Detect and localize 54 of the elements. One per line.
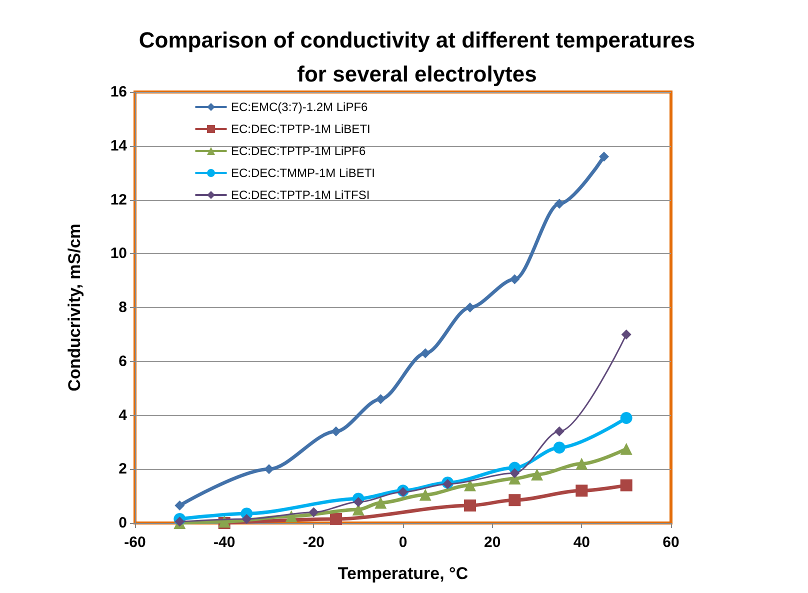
point <box>553 442 566 454</box>
x-tick-label: 0 <box>398 534 408 551</box>
point <box>419 488 432 501</box>
point <box>374 496 387 509</box>
point <box>510 274 520 284</box>
point <box>620 442 632 455</box>
x-tick-label: 20 <box>484 534 501 551</box>
x-tick-label: 40 <box>573 534 590 551</box>
point <box>264 464 274 474</box>
point <box>554 426 564 436</box>
y-tick-label: 8 <box>118 299 127 316</box>
legend-label: EC:DEC:TMMP-1M LiBETI <box>231 166 376 180</box>
point <box>174 500 185 510</box>
point <box>554 198 564 209</box>
x-tick-label: 60 <box>662 534 680 551</box>
y-tick-label: 12 <box>110 191 127 208</box>
y-axis-title: Conducrivity, mS/cm <box>65 224 84 392</box>
point <box>331 426 341 436</box>
point <box>510 468 520 478</box>
x-tick-label: -60 <box>124 534 146 551</box>
point <box>464 479 476 492</box>
point <box>308 507 319 518</box>
point <box>621 329 632 340</box>
y-tick-label: 14 <box>110 137 128 154</box>
legend-label: EC:DEC:TPTP-1M LiBETI <box>231 122 370 136</box>
point <box>330 512 342 525</box>
point <box>285 510 298 522</box>
point <box>376 394 386 404</box>
y-tick-label: 2 <box>118 460 127 478</box>
point <box>420 348 430 358</box>
legend-label: EC:EMC(3:7)-1.2M LiPF6 <box>231 100 368 114</box>
point <box>620 412 632 424</box>
point <box>242 514 252 524</box>
point <box>576 484 588 497</box>
point <box>508 494 521 506</box>
point <box>398 487 408 498</box>
chart-title: Comparison of conductivity at different temperatures for several electrolytes <box>138 28 696 86</box>
x-tick-label: -20 <box>302 534 325 551</box>
point <box>353 496 364 507</box>
legend-label: EC:DEC:TPTP-1M LiPF6 <box>231 144 366 158</box>
y-tick-label: 10 <box>110 245 127 262</box>
y-tick-label: 16 <box>110 84 127 100</box>
y-tick-label: 4 <box>118 406 128 424</box>
y-tick-label: 0 <box>118 514 127 532</box>
x-axis-title: Temperature, °C <box>338 564 468 583</box>
point <box>465 302 475 312</box>
point <box>576 458 588 470</box>
x-tick-label: -40 <box>213 534 236 551</box>
point <box>531 468 543 481</box>
point <box>464 499 476 512</box>
y-tick-label: 6 <box>118 352 127 370</box>
point <box>620 479 632 492</box>
point <box>599 152 609 162</box>
legend-label: EC:DEC:TPTP-1M LiTFSI <box>231 188 370 202</box>
